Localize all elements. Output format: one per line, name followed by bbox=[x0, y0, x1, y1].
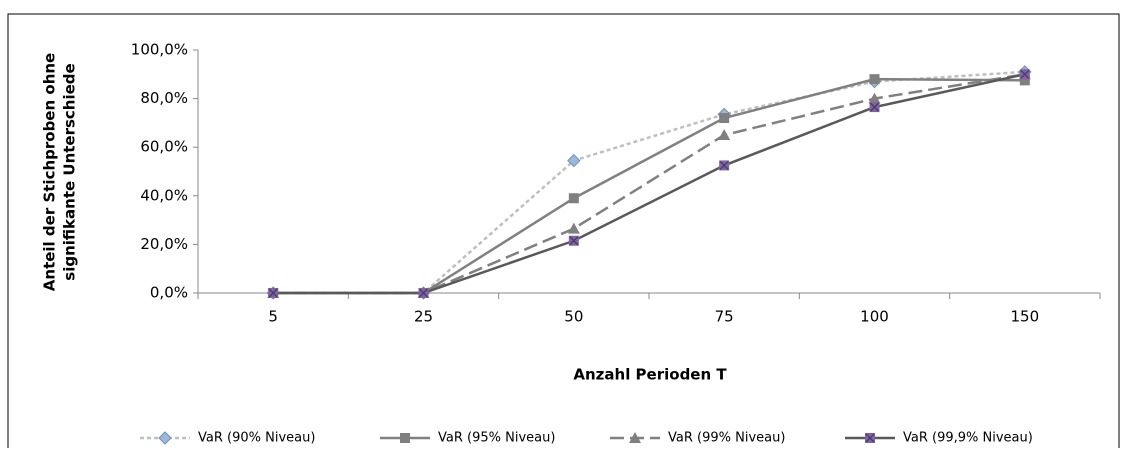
marker bbox=[568, 193, 579, 204]
marker-cross bbox=[719, 160, 729, 170]
marker bbox=[567, 222, 580, 234]
marker-cross bbox=[870, 102, 879, 112]
x-tick-label: 150 bbox=[1011, 308, 1040, 326]
legend-item: VaR (95% Niveau) bbox=[380, 431, 555, 446]
marker bbox=[868, 92, 881, 104]
legend-item: VaR (99% Niveau) bbox=[610, 431, 785, 446]
marker bbox=[719, 160, 730, 171]
marker bbox=[400, 433, 410, 443]
marker bbox=[1019, 75, 1030, 86]
x-tick-label: 25 bbox=[414, 308, 433, 326]
marker bbox=[718, 129, 731, 141]
marker bbox=[719, 113, 730, 124]
marker bbox=[567, 153, 581, 168]
y-axis-title: Anteil der Stichproben ohne signifikante… bbox=[41, 53, 79, 291]
y-tick-label: 20,0% bbox=[140, 235, 188, 253]
marker-cross bbox=[268, 288, 278, 298]
x-axis-title: Anzahl Perioden T bbox=[573, 366, 727, 384]
y-tick-label: 0,0% bbox=[150, 284, 188, 302]
marker-cross bbox=[569, 236, 579, 246]
x-tick-label: 50 bbox=[564, 308, 583, 326]
y-axis-title-line: Anteil der Stichproben ohne bbox=[41, 53, 59, 291]
y-axis-title-line: signifikante Unterschiede bbox=[61, 63, 79, 280]
line bbox=[273, 73, 1026, 295]
marker bbox=[268, 288, 279, 298]
marker bbox=[1019, 69, 1030, 80]
legend-item: VaR (90% Niveau) bbox=[140, 431, 315, 446]
legend-item: VaR (99,9% Niveau) bbox=[845, 431, 1033, 446]
legend-label: VaR (99,9% Niveau) bbox=[903, 431, 1033, 446]
marker-cross bbox=[419, 288, 428, 298]
x-tick-label: 75 bbox=[715, 308, 734, 326]
marker bbox=[869, 102, 880, 113]
marker bbox=[865, 433, 875, 443]
y-tick-label: 80,0% bbox=[140, 89, 188, 107]
series bbox=[268, 69, 1030, 298]
marker bbox=[629, 432, 641, 443]
legend-label: VaR (90% Niveau) bbox=[198, 431, 315, 446]
marker bbox=[568, 235, 579, 246]
y-tick-label: 60,0% bbox=[140, 138, 188, 156]
y-tick-label: 100,0% bbox=[131, 41, 188, 59]
marker bbox=[158, 431, 172, 445]
legend-label: VaR (95% Niveau) bbox=[438, 431, 555, 446]
marker bbox=[418, 288, 429, 298]
x-tick-label: 100 bbox=[860, 308, 889, 326]
marker bbox=[869, 74, 880, 85]
y-tick-label: 40,0% bbox=[140, 186, 188, 204]
legend-label: VaR (99% Niveau) bbox=[668, 431, 785, 446]
marker-cross bbox=[1020, 69, 1030, 79]
marker-cross bbox=[865, 433, 875, 443]
x-tick-label: 5 bbox=[268, 308, 278, 326]
